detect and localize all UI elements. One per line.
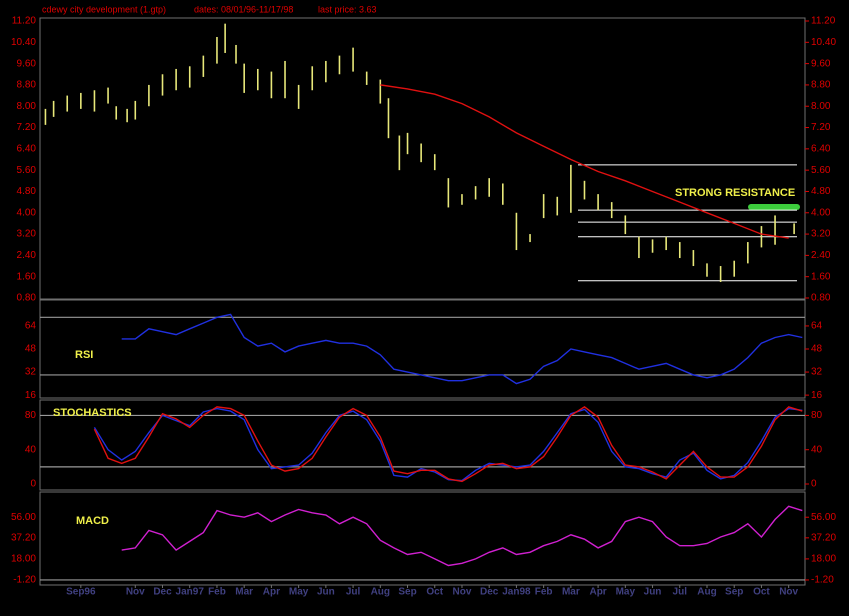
y-tick-label: 4.80	[17, 186, 37, 197]
y-tick-label: 4.80	[811, 186, 831, 197]
y-tick-label: 80	[25, 410, 37, 421]
panel-label: MACD	[76, 515, 109, 527]
y-tick-label: 56.00	[811, 512, 836, 523]
x-tick-label: Sep	[725, 587, 743, 598]
y-tick-label: 8.80	[17, 80, 37, 91]
y-tick-label: 16	[25, 390, 37, 401]
y-tick-label: 0.80	[811, 293, 831, 304]
indicator-line	[93, 406, 803, 483]
y-tick-label: 3.20	[17, 229, 37, 240]
indicator-line	[121, 505, 803, 567]
y-tick-label: 37.20	[811, 532, 836, 543]
x-tick-label: Jun	[317, 587, 335, 598]
panel-frame	[39, 17, 806, 300]
last-price: last price: 3.63	[318, 4, 377, 14]
y-tick-label: 64	[811, 321, 823, 332]
y-tick-label: 3.20	[811, 229, 831, 240]
y-tick-label: 2.40	[811, 250, 831, 261]
panel-frame	[39, 399, 806, 491]
x-tick-label: May	[616, 587, 636, 598]
y-tick-label: 48	[25, 344, 37, 355]
y-tick-label: 9.60	[811, 58, 831, 69]
x-tick-label: Dec	[153, 587, 172, 598]
indicator-line	[121, 313, 803, 385]
x-tick-label: Oct	[753, 587, 770, 598]
y-tick-label: 80	[811, 410, 823, 421]
y-tick-label: 40	[811, 444, 823, 455]
chart-title: cdewy city development (1.gtp)	[42, 4, 166, 14]
x-tick-label: Jun	[644, 587, 662, 598]
y-tick-label: 10.40	[11, 37, 36, 48]
date-range: dates: 08/01/96-11/17/98	[194, 4, 293, 14]
y-tick-label: 1.60	[811, 271, 831, 282]
y-tick-label: 18.00	[811, 554, 836, 565]
y-tick-label: 37.20	[11, 532, 36, 543]
y-tick-label: 11.20	[811, 16, 836, 27]
moving-average	[380, 84, 789, 239]
y-tick-label: 0.80	[17, 293, 37, 304]
x-tick-label: Feb	[208, 587, 226, 598]
x-tick-label: Feb	[535, 587, 553, 598]
y-tick-label: 8.80	[811, 80, 831, 91]
panel-label: RSI	[75, 349, 93, 361]
y-tick-label: 56.00	[11, 512, 36, 523]
y-tick-label: 32	[811, 367, 823, 378]
y-tick-label: 5.60	[17, 165, 37, 176]
x-tick-label: Aug	[371, 587, 390, 598]
resistance-marker	[748, 204, 800, 210]
y-tick-label: -1.20	[811, 575, 834, 586]
y-tick-label: 8.00	[17, 101, 37, 112]
x-tick-label: Nov	[126, 587, 145, 598]
y-tick-label: 1.60	[17, 271, 37, 282]
x-tick-label: Jul	[346, 587, 361, 598]
panel-frame	[39, 491, 806, 586]
x-tick-label: Sep	[398, 587, 416, 598]
y-tick-label: 48	[811, 344, 823, 355]
y-tick-label: 16	[811, 390, 823, 401]
x-tick-label: Jul	[673, 587, 688, 598]
x-tick-label: May	[289, 587, 309, 598]
x-tick-label: Nov	[453, 587, 472, 598]
y-tick-label: 7.20	[811, 122, 831, 133]
x-tick-label: Apr	[589, 587, 606, 598]
y-tick-label: 4.00	[811, 207, 831, 218]
x-tick-label: Sep96	[66, 587, 96, 598]
y-tick-label: 6.40	[811, 143, 831, 154]
annotation: STRONG RESISTANCE	[675, 187, 795, 199]
y-tick-label: 0	[30, 479, 36, 490]
y-tick-label: 11.20	[12, 16, 37, 27]
y-tick-label: 2.40	[17, 250, 37, 261]
y-tick-label: 40	[25, 444, 37, 455]
y-tick-label: 10.40	[811, 37, 836, 48]
y-tick-label: 4.00	[17, 207, 37, 218]
x-tick-label: Nov	[779, 587, 798, 598]
y-tick-label: 64	[25, 321, 37, 332]
y-tick-label: 9.60	[17, 58, 37, 69]
x-tick-label: Mar	[562, 587, 580, 598]
y-tick-label: -1.20	[13, 575, 36, 586]
x-tick-label: Jan98	[502, 587, 531, 598]
y-tick-label: 7.20	[17, 122, 37, 133]
y-tick-label: 5.60	[811, 165, 831, 176]
y-tick-label: 0	[811, 479, 817, 490]
panel-label: STOCHASTICS	[53, 407, 132, 419]
y-tick-label: 32	[25, 367, 37, 378]
x-tick-label: Jan97	[176, 587, 205, 598]
x-tick-label: Oct	[426, 587, 443, 598]
x-tick-label: Mar	[235, 587, 253, 598]
x-tick-label: Aug	[697, 587, 716, 598]
x-tick-label: Apr	[263, 587, 280, 598]
y-tick-label: 6.40	[17, 143, 37, 154]
y-tick-label: 8.00	[811, 101, 831, 112]
y-tick-label: 18.00	[11, 554, 36, 565]
x-tick-label: Dec	[480, 587, 499, 598]
